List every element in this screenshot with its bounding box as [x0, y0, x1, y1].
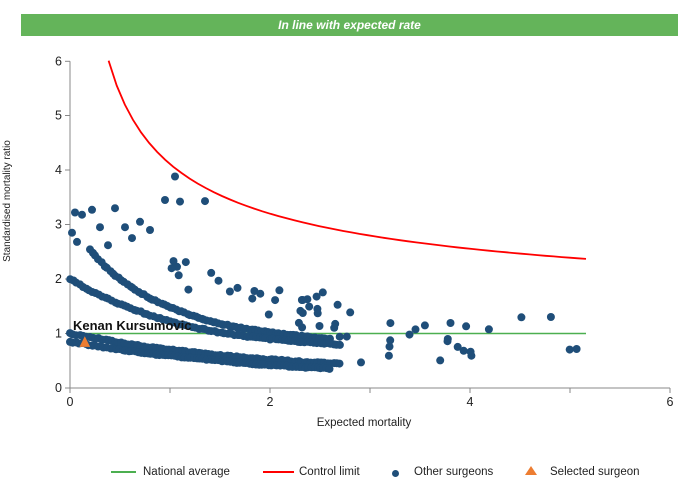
svg-text:1: 1: [55, 327, 62, 341]
svg-text:3: 3: [55, 218, 62, 232]
svg-text:6: 6: [667, 395, 674, 409]
svg-text:6: 6: [55, 54, 62, 68]
svg-text:5: 5: [55, 109, 62, 123]
svg-text:0: 0: [55, 381, 62, 395]
svg-text:2: 2: [267, 395, 274, 409]
svg-text:4: 4: [55, 163, 62, 177]
svg-text:2: 2: [55, 272, 62, 286]
svg-text:0: 0: [67, 395, 74, 409]
svg-text:4: 4: [467, 395, 474, 409]
